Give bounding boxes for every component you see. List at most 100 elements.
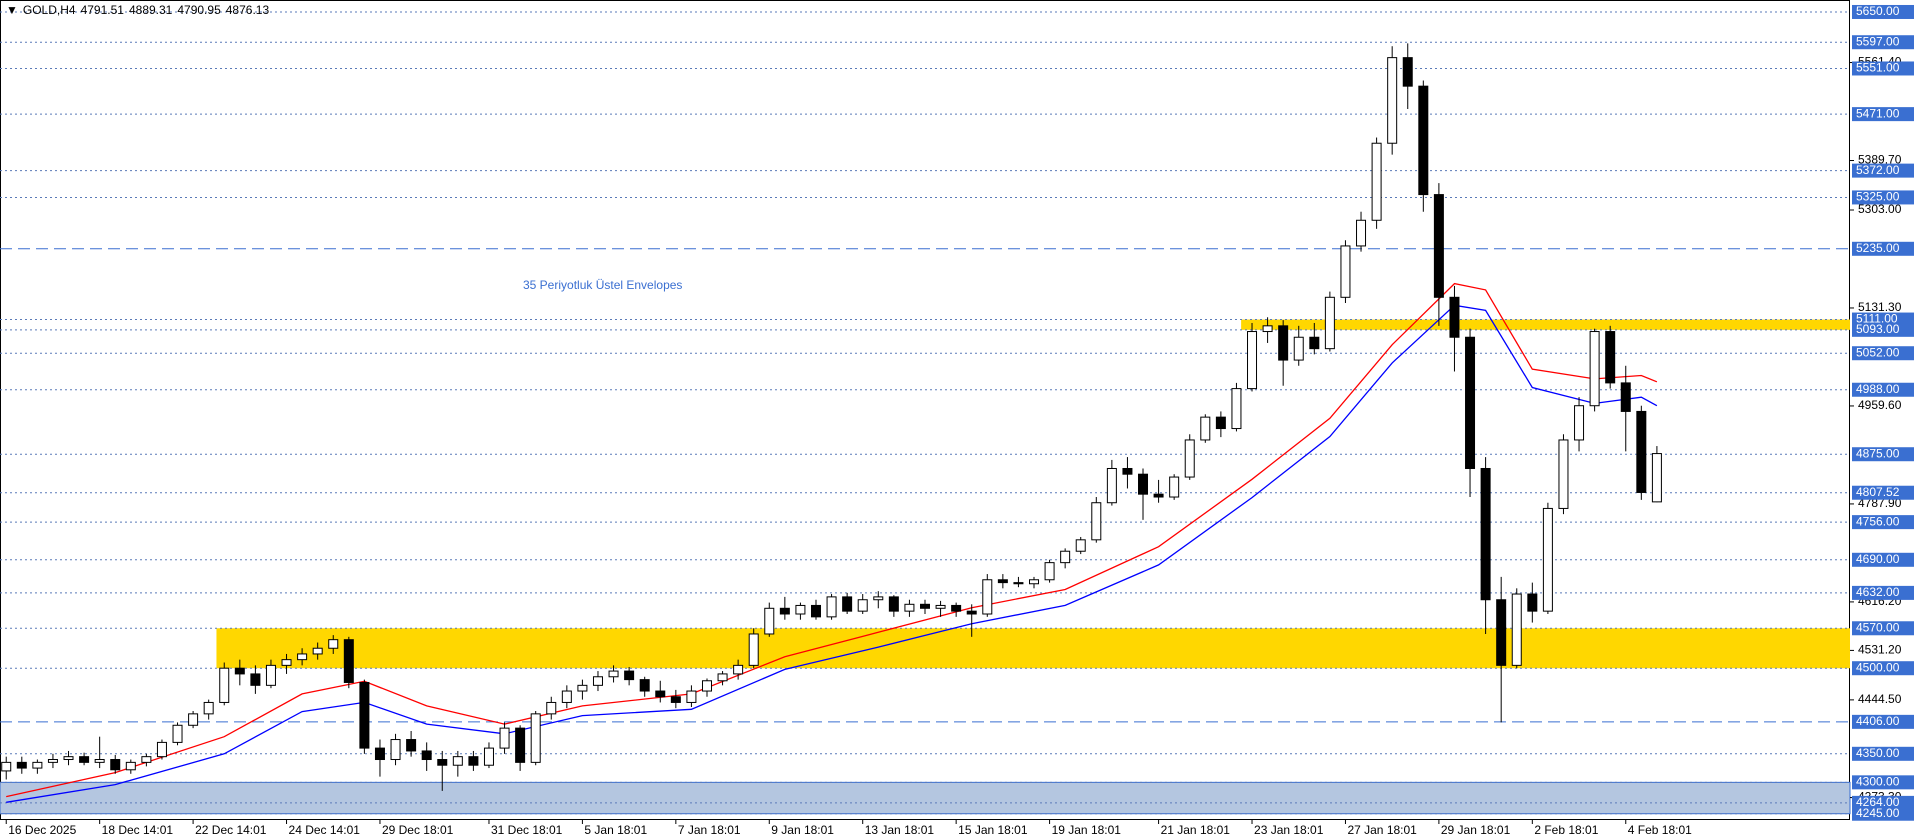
candle-body [1449, 296, 1460, 338]
level-label-box [1852, 346, 1914, 361]
y-tick-label: 4444.50 [1858, 692, 1902, 706]
y-tick-label: 5389.70 [1858, 153, 1902, 167]
candle-body [328, 639, 339, 649]
level-label: 4988.00 [1856, 382, 1900, 396]
candle-body [1402, 57, 1413, 87]
x-tick-label: 24 Dec 14:01 [289, 823, 361, 837]
candle-body [1651, 453, 1662, 503]
envelope-line [6, 282, 1658, 798]
level-label-box [1852, 35, 1914, 50]
candle-body [1231, 388, 1242, 430]
candle-body [406, 739, 417, 752]
candle-body [47, 759, 58, 763]
level-label-box [1852, 485, 1914, 500]
x-tick-label: 19 Jan 18:01 [1052, 823, 1122, 837]
x-tick-label: 15 Jan 18:01 [958, 823, 1028, 837]
candle-body [515, 727, 526, 763]
level-label-box [1852, 775, 1914, 790]
x-tick-label: 9 Jan 18:01 [771, 823, 834, 837]
candle-body [1309, 336, 1320, 350]
candle-body [1278, 325, 1289, 361]
candle-body [172, 724, 183, 743]
candle-body [343, 639, 354, 683]
candle-body [1, 761, 12, 772]
zone [216, 628, 1851, 669]
level-label-box [1852, 447, 1914, 462]
candle-body [63, 756, 74, 761]
candle-body [359, 681, 370, 749]
x-tick-label: 22 Dec 14:01 [195, 823, 267, 837]
level-label-box [1852, 621, 1914, 636]
zone [1241, 319, 1850, 330]
candle-body [826, 596, 837, 618]
candle-body [577, 684, 588, 692]
candle-body [686, 690, 697, 703]
x-tick-label: 23 Jan 18:01 [1254, 823, 1324, 837]
candle-body [297, 653, 308, 661]
candle-body [1029, 579, 1040, 585]
candle-body [624, 670, 635, 681]
candle-body [1589, 331, 1600, 407]
candle-body [1293, 336, 1304, 361]
candle-body [546, 701, 557, 715]
level-label: 5093.00 [1856, 322, 1900, 336]
level-label: 5372.00 [1856, 163, 1900, 177]
y-tick-label: 4959.60 [1858, 398, 1902, 412]
candle-body [873, 596, 884, 601]
candle-body [1496, 599, 1507, 666]
zone [0, 781, 1851, 815]
x-tick-label: 27 Jan 18:01 [1347, 823, 1417, 837]
candle-body [1013, 582, 1024, 585]
candle-body [1324, 296, 1335, 350]
candle-body [717, 673, 728, 682]
candle-body [1200, 416, 1211, 441]
x-tick-label: 18 Dec 14:01 [102, 823, 174, 837]
candle-body [966, 610, 977, 615]
candle-body [421, 750, 432, 761]
candle-body [452, 756, 463, 766]
candle-body [219, 667, 230, 703]
level-label-box [1852, 382, 1914, 397]
level-label-box [1852, 552, 1914, 567]
candle-body [94, 759, 105, 763]
annotation: 35 Periyotluk Üstel Envelopes [523, 278, 682, 292]
candle-body [748, 633, 759, 666]
candle-body [857, 599, 868, 612]
level-label: 4690.00 [1856, 552, 1900, 566]
candle-body [1060, 550, 1071, 564]
candle-body [156, 741, 167, 758]
candle-body [920, 603, 930, 609]
level-label: 5551.00 [1856, 61, 1900, 75]
x-tick-label: 16 Dec 2025 [8, 823, 76, 837]
candle-body [842, 596, 853, 612]
header-high: 4889.31 [128, 3, 173, 17]
y-tick-label: 5131.30 [1858, 300, 1902, 314]
level-label-box [1852, 107, 1914, 122]
candle-body [1620, 382, 1631, 412]
level-label-box [1852, 661, 1914, 676]
candle-body [935, 604, 946, 609]
candle-body [530, 713, 541, 763]
candle-body [795, 604, 806, 615]
candle-body [608, 670, 619, 678]
candle-body [483, 747, 494, 766]
candle-body [1044, 562, 1055, 581]
candle-body [1636, 410, 1647, 493]
candle-body [499, 727, 510, 749]
y-tick-label: 5303.00 [1858, 202, 1902, 216]
level-label: 4570.00 [1856, 620, 1900, 634]
candle-body [265, 664, 276, 686]
level-label-box [1852, 190, 1914, 205]
candle-body [234, 667, 245, 675]
candle-body [141, 756, 152, 763]
candle-body [125, 761, 136, 771]
level-label: 5597.00 [1856, 34, 1900, 48]
candle-body [1075, 539, 1086, 552]
level-label-box [1852, 795, 1914, 810]
candle-body [670, 696, 681, 703]
candle-body [1356, 219, 1367, 247]
x-tick-label: 13 Jan 18:01 [865, 823, 935, 837]
candle-body [639, 679, 650, 692]
level-label: 5650.00 [1856, 4, 1900, 18]
header-low: 4790.95 [177, 3, 221, 17]
